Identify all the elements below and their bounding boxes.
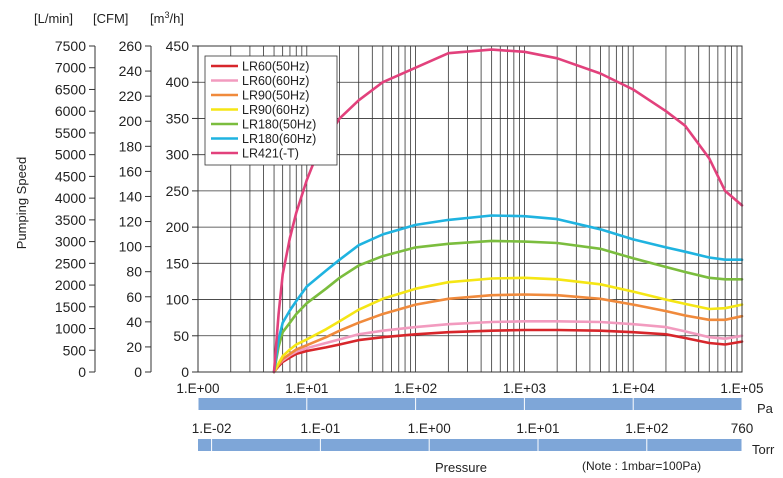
lmin-tick-label: 3500 xyxy=(55,212,86,228)
m3h-tick-label: 450 xyxy=(166,38,190,54)
m3h-unit-label: [m3/h] xyxy=(150,10,184,26)
lmin-tick-label: 4000 xyxy=(55,190,86,206)
pa-tick-label: 1.E+04 xyxy=(612,381,656,396)
lmin-tick-label: 1500 xyxy=(55,299,86,315)
m3h-tick-label: 250 xyxy=(166,183,190,199)
cfm-tick-label: 0 xyxy=(134,364,142,380)
legend-label: LR60(50Hz) xyxy=(242,60,309,74)
pa-tick-label: 1.E+00 xyxy=(176,381,219,396)
pa-tick-label: 1.E+03 xyxy=(503,381,546,396)
cfm-tick-label: 200 xyxy=(119,113,143,129)
lmin-axis: 0 500 1000 1500 2000 2500 3000 3500 4000 4500 5000… xyxy=(55,38,96,380)
pa-unit: Pa xyxy=(757,401,774,416)
conversion-note: (Note : 1mbar=100Pa) xyxy=(582,459,701,473)
lmin-tick-label: 7500 xyxy=(55,38,86,54)
legend-label: LR90(50Hz) xyxy=(242,89,309,103)
cfm-tick-label: 60 xyxy=(126,289,142,305)
torr-axis: 1.E-02 1.E-01 1.E+00 1.E+01 1.E+02 760 xyxy=(192,421,754,436)
cfm-tick-label: 260 xyxy=(119,38,143,54)
x-axis-title: Pressure xyxy=(435,460,487,475)
lmin-tick-label: 6500 xyxy=(55,81,86,97)
pa-bar xyxy=(198,398,742,410)
legend-label: LR421(-T) xyxy=(242,147,299,161)
lmin-tick-label: 4500 xyxy=(55,168,86,184)
m3h-tick-label: 300 xyxy=(166,147,190,163)
cfm-axis: 0 20 40 60 80 100 120 140 160 180 200 220 240 260 xyxy=(119,38,152,380)
cfm-tick-label: 80 xyxy=(126,264,142,280)
plot-frame xyxy=(197,45,743,373)
series-line-LR60(60Hz) xyxy=(272,319,744,374)
cfm-unit-label: [CFM] xyxy=(93,11,128,26)
pa-tick-label: 1.E+01 xyxy=(285,381,328,396)
m3h-unit-base: [m xyxy=(150,11,164,26)
cfm-tick-label: 20 xyxy=(126,339,142,355)
series-lines xyxy=(272,48,744,374)
torr-tick-label: 1.E-02 xyxy=(192,421,232,436)
series-line-LR60(50Hz) xyxy=(272,328,744,374)
lmin-tick-label: 5500 xyxy=(55,125,86,141)
series-line-LR90(60Hz) xyxy=(272,276,744,374)
legend-label: LR60(60Hz) xyxy=(242,74,309,88)
m3h-tick-label: 150 xyxy=(166,255,190,271)
torr-tick-label: 1.E+02 xyxy=(625,421,668,436)
legend-label: LR90(60Hz) xyxy=(242,103,309,117)
pa-tick-label: 1.E+05 xyxy=(720,381,763,396)
cfm-tick-label: 40 xyxy=(126,314,142,330)
lmin-tick-label: 0 xyxy=(78,364,86,380)
cfm-tick-label: 120 xyxy=(119,214,143,230)
lmin-tick-label: 5000 xyxy=(55,147,86,163)
cfm-tick-label: 140 xyxy=(119,188,143,204)
lmin-tick-label: 2000 xyxy=(55,277,86,293)
legend: LR60(50Hz)LR60(60Hz)LR90(50Hz)LR90(60Hz)… xyxy=(204,55,338,166)
m3h-tick-label: 400 xyxy=(166,74,190,90)
lmin-tick-label: 500 xyxy=(63,342,87,358)
m3h-tick-label: 200 xyxy=(166,219,190,235)
torr-bar xyxy=(198,439,742,451)
m3h-unit-tail: /h] xyxy=(169,11,183,26)
cfm-tick-label: 220 xyxy=(119,88,143,104)
cfm-tick-label: 240 xyxy=(119,63,143,79)
torr-tick-label: 760 xyxy=(731,421,754,436)
lmin-tick-label: 7000 xyxy=(55,60,86,76)
cfm-tick-label: 180 xyxy=(119,138,143,154)
pa-axis: 1.E+00 1.E+01 1.E+02 1.E+03 1.E+04 1.E+05 xyxy=(176,381,763,396)
y-axis-title: Pumping Speed xyxy=(14,157,29,250)
legend-items: LR60(50Hz)LR60(60Hz)LR90(50Hz)LR90(60Hz)… xyxy=(211,60,316,161)
cfm-tick-label: 160 xyxy=(119,163,143,179)
legend-label: LR180(50Hz) xyxy=(242,118,316,132)
series-line-LR180(60Hz) xyxy=(272,214,744,374)
torr-unit: Torr xyxy=(752,442,775,457)
lmin-tick-label: 1000 xyxy=(55,321,86,337)
series-line-LR421(-T) xyxy=(272,48,744,374)
m3h-tick-label: 0 xyxy=(181,364,189,380)
torr-tick-label: 1.E-01 xyxy=(300,421,340,436)
series-line-LR90(50Hz) xyxy=(272,293,744,374)
lmin-tick-label: 6000 xyxy=(55,103,86,119)
torr-tick-label: 1.E+01 xyxy=(516,421,559,436)
legend-label: LR180(60Hz) xyxy=(242,132,316,146)
torr-tick-label: 1.E+00 xyxy=(408,421,451,436)
m3h-axis: 0 50 100 150 200 250 300 350 400 450 xyxy=(166,38,198,380)
m3h-unit-sup: 3 xyxy=(164,10,169,20)
torr-bar-ticks xyxy=(211,439,743,451)
pa-tick-label: 1.E+02 xyxy=(394,381,437,396)
m3h-tick-label: 100 xyxy=(166,292,190,308)
pa-bar-ticks xyxy=(197,398,743,410)
lmin-tick-label: 3000 xyxy=(55,234,86,250)
lmin-tick-label: 2500 xyxy=(55,255,86,271)
cfm-tick-label: 100 xyxy=(119,239,143,255)
m3h-tick-label: 50 xyxy=(173,328,189,344)
lmin-unit-label: [L/min] xyxy=(34,11,73,26)
m3h-tick-label: 350 xyxy=(166,110,190,126)
series-line-LR180(50Hz) xyxy=(272,239,744,374)
